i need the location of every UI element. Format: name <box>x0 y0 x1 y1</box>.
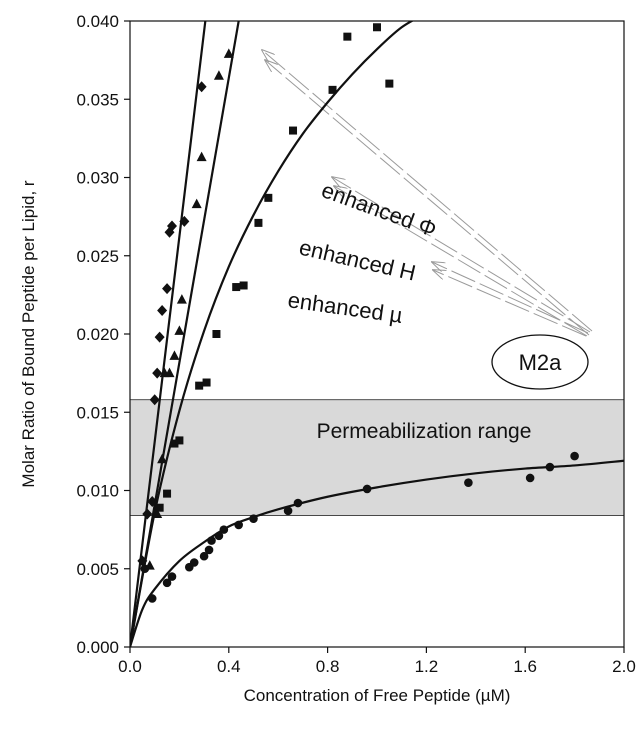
diamond-point <box>142 508 153 520</box>
diamond-point <box>166 220 177 232</box>
square-point <box>195 381 204 390</box>
permeabilization-band-layer <box>129 399 625 516</box>
circle-point <box>189 558 199 567</box>
diamond-point <box>154 331 165 343</box>
diamond-point <box>137 555 148 567</box>
square-point <box>163 489 172 498</box>
square-point <box>343 32 352 41</box>
x-axis-title: Concentration of Free Peptide (µM) <box>244 686 511 705</box>
square-point <box>289 126 298 135</box>
y-tick-label: 0.040 <box>76 12 119 31</box>
permeabilization-band <box>129 399 625 516</box>
annotation-enhanced-h: enhanced H <box>297 235 418 286</box>
circle-point <box>283 506 293 516</box>
circle-point <box>140 564 150 574</box>
circle-point <box>293 498 303 508</box>
square-point <box>328 85 337 94</box>
x-tick-label: 2.0 <box>612 657 636 676</box>
triangle-point <box>174 325 185 335</box>
enhancement-arrow <box>265 60 590 336</box>
triangle-point <box>152 508 163 518</box>
triangle-point <box>176 294 187 304</box>
fit-curves <box>130 21 624 647</box>
data-points <box>137 23 579 603</box>
enhancement-arrow <box>332 177 591 333</box>
x-tick-label: 0.0 <box>118 657 142 676</box>
circle-point <box>207 536 216 545</box>
enhancement-arrow <box>262 50 593 332</box>
y-tick-label: 0.000 <box>76 638 119 657</box>
diamond-point <box>152 367 163 379</box>
square-point <box>175 436 184 445</box>
m2a-label: M2a <box>519 350 563 375</box>
circle-point <box>249 514 258 523</box>
square-point <box>232 283 241 292</box>
m2a-callout <box>491 334 589 390</box>
diamond-point <box>147 495 158 507</box>
fit-curve-circle <box>130 459 624 647</box>
circle-point <box>214 531 224 541</box>
x-tick-label: 0.4 <box>217 657 241 676</box>
circle-point <box>525 473 535 483</box>
y-tick-label: 0.030 <box>76 169 119 188</box>
y-axis-title: Molar Ratio of Bound Peptide per Lipid, … <box>19 180 38 487</box>
enhancement-arrows <box>262 50 593 337</box>
triangle-point <box>196 151 207 162</box>
square-point <box>385 79 394 88</box>
square-point <box>239 281 248 290</box>
diamond-point <box>149 394 160 406</box>
annotation-enhanced-phi: enhanced Φ <box>318 177 440 242</box>
annotation-enhanced-mu: enhanced µ <box>286 287 404 328</box>
diamond-point <box>162 283 173 295</box>
square-point <box>264 193 273 202</box>
circle-point <box>167 572 177 581</box>
x-tick-label: 1.2 <box>415 657 439 676</box>
diamond-point <box>157 305 168 317</box>
permeabilization-range-label: Permeabilization range <box>317 420 532 443</box>
y-tick-label: 0.025 <box>76 247 119 266</box>
x-tick-label: 1.6 <box>513 657 537 676</box>
circle-point <box>362 484 372 494</box>
triangle-point <box>157 453 168 464</box>
fit-curve-diamond <box>130 21 207 647</box>
fit-curve-square <box>130 21 414 647</box>
square-point <box>155 503 164 512</box>
y-tick-label: 0.005 <box>76 560 119 579</box>
diamond-point <box>196 81 207 93</box>
circle-point <box>147 594 157 603</box>
triangle-point <box>169 350 180 360</box>
y-tick-label: 0.015 <box>76 403 119 422</box>
square-point <box>202 378 211 387</box>
diamond-point <box>179 215 190 227</box>
x-tick-label: 0.8 <box>316 657 340 676</box>
triangle-point <box>223 48 234 58</box>
square-point <box>373 23 381 32</box>
enhancement-arrow <box>334 186 588 337</box>
circle-point <box>570 451 579 461</box>
circle-point <box>162 578 172 588</box>
circle-point <box>219 525 229 534</box>
triangle-point <box>213 70 224 80</box>
circle-point <box>464 478 473 487</box>
y-tick-label: 0.035 <box>76 90 119 109</box>
enhancement-arrow <box>433 270 587 337</box>
axis-ticks: 0.0 0.4 0.8 1.2 1.6 2.0 0.000 0.005 0.010 0.015 0.… <box>76 12 635 676</box>
square-point <box>254 218 263 227</box>
circle-point <box>199 551 209 561</box>
triangle-point <box>191 198 202 209</box>
y-tick-label: 0.010 <box>76 482 119 501</box>
square-point <box>212 330 221 338</box>
enhancement-arrow <box>432 262 589 334</box>
circle-point <box>545 462 555 472</box>
triangle-point <box>164 367 175 378</box>
square-point <box>170 439 179 448</box>
circle-point <box>234 520 243 530</box>
circle-point <box>204 545 214 555</box>
y-tick-label: 0.020 <box>76 325 119 344</box>
